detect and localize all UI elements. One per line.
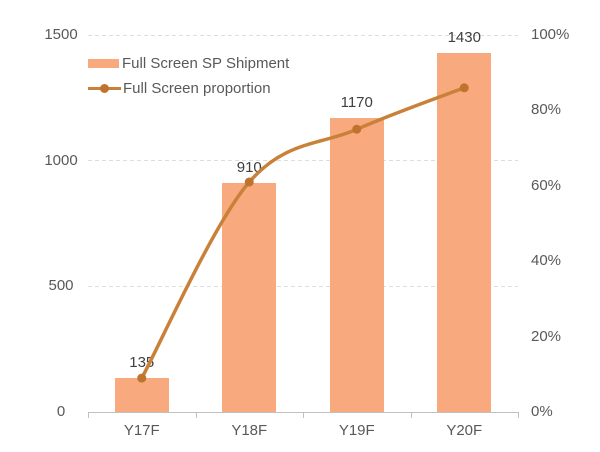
bar-y18f: [222, 183, 277, 412]
right-axis-label-20pct: 20%: [531, 327, 562, 345]
left-axis-label-1500: 1500: [44, 26, 78, 43]
legend-item-proportion: Full Screen proportion: [88, 76, 289, 101]
gridline-1500: [88, 34, 518, 36]
value-label-y18f: 910: [236, 159, 262, 177]
x-axis-tick-0: [88, 413, 89, 418]
value-label-y20f: 1430: [447, 28, 481, 46]
category-label-y19f: Y19F: [338, 422, 375, 439]
bar-swatch-icon: [88, 59, 119, 68]
x-axis-tick-2: [303, 413, 304, 418]
right-axis-label-80pct: 80%: [531, 101, 562, 119]
value-label-y17f: 135: [129, 354, 155, 372]
left-axis-label-500: 500: [48, 277, 74, 295]
category-label-y17f: Y17F: [123, 422, 160, 439]
right-axis-label-100pct: 100%: [531, 26, 570, 43]
x-axis-tick-4: [518, 413, 519, 418]
bar-y20f: [437, 52, 492, 412]
x-axis-tick-1: [195, 413, 197, 418]
category-label-y18f: Y18F: [231, 422, 268, 439]
left-axis-label-1000: 1000: [44, 151, 78, 169]
right-axis-label-40pct: 40%: [531, 252, 562, 270]
value-label-y19f: 1170: [340, 93, 373, 111]
legend-label-proportion: Full Screen proportion: [123, 80, 271, 97]
legend: Full Screen SP Shipment Full Screen prop…: [88, 51, 289, 101]
proportion-line: [140, 86, 467, 380]
category-label-y20f: Y20F: [446, 422, 483, 439]
x-axis-tick-3: [410, 413, 412, 418]
line-dot-swatch-icon: [88, 84, 121, 93]
right-axis-label-60pct: 60%: [531, 176, 562, 194]
x-axis-line: [88, 412, 519, 413]
legend-label-shipment: Full Screen SP Shipment: [122, 55, 290, 72]
legend-item-shipment: Full Screen SP Shipment: [88, 51, 289, 76]
bar-y19f: [329, 117, 384, 412]
bar-y17f: [114, 378, 169, 412]
left-axis-label-0: 0: [56, 403, 66, 420]
right-axis-label-0pct: 0%: [531, 403, 553, 420]
